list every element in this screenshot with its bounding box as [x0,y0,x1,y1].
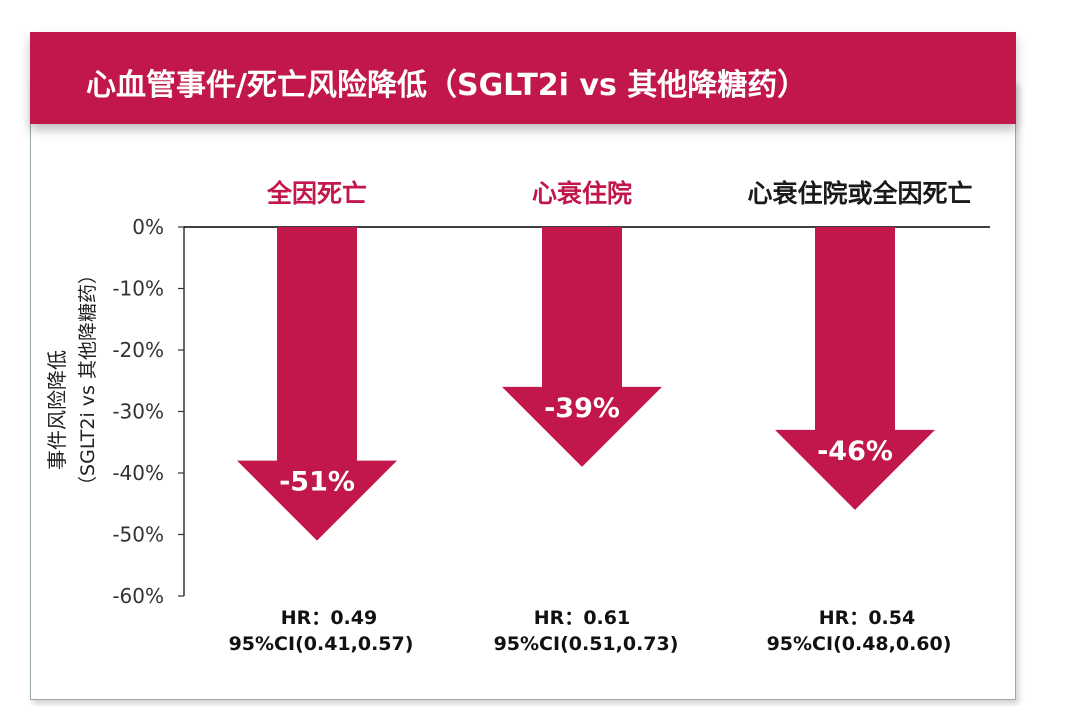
y-tick-label: -40% [112,461,164,485]
y-tick-label: -20% [112,338,164,362]
y-tick-label: -50% [112,523,164,547]
arrow-bar-1 [237,227,397,541]
ci-label: 95%CI(0.48,0.60) [767,633,952,655]
arrow-bar-2 [502,227,662,467]
value-label: -46% [817,436,893,467]
y-tick-label: 0% [132,215,164,239]
y-axis-label-line2: （SGLT2i vs 其他降糖药） [77,265,99,495]
value-label: -39% [544,393,620,424]
category-label: 心衰住院 [532,179,632,208]
chart-title: 心血管事件/死亡风险降低（SGLT2i vs 其他降糖药） [86,68,808,103]
title-banner: 心血管事件/死亡风险降低（SGLT2i vs 其他降糖药） [30,32,1016,124]
y-tick-label: -60% [112,584,164,608]
y-tick-label: -30% [112,400,164,424]
category-label: 全因死亡 [266,179,367,208]
hr-label: HR：0.54 [819,607,915,629]
hr-label: HR：0.49 [281,607,377,629]
category-label: 心衰住院或全因死亡 [747,179,972,208]
ci-label: 95%CI(0.51,0.73) [494,633,679,655]
value-label: -51% [279,467,355,498]
ci-label: 95%CI(0.41,0.57) [229,633,414,655]
arrow-bar-3 [775,227,935,510]
y-tick-label: -10% [112,277,164,301]
y-axis-label-line1: 事件风险降低 [45,350,69,470]
hr-label: HR：0.61 [534,607,630,629]
